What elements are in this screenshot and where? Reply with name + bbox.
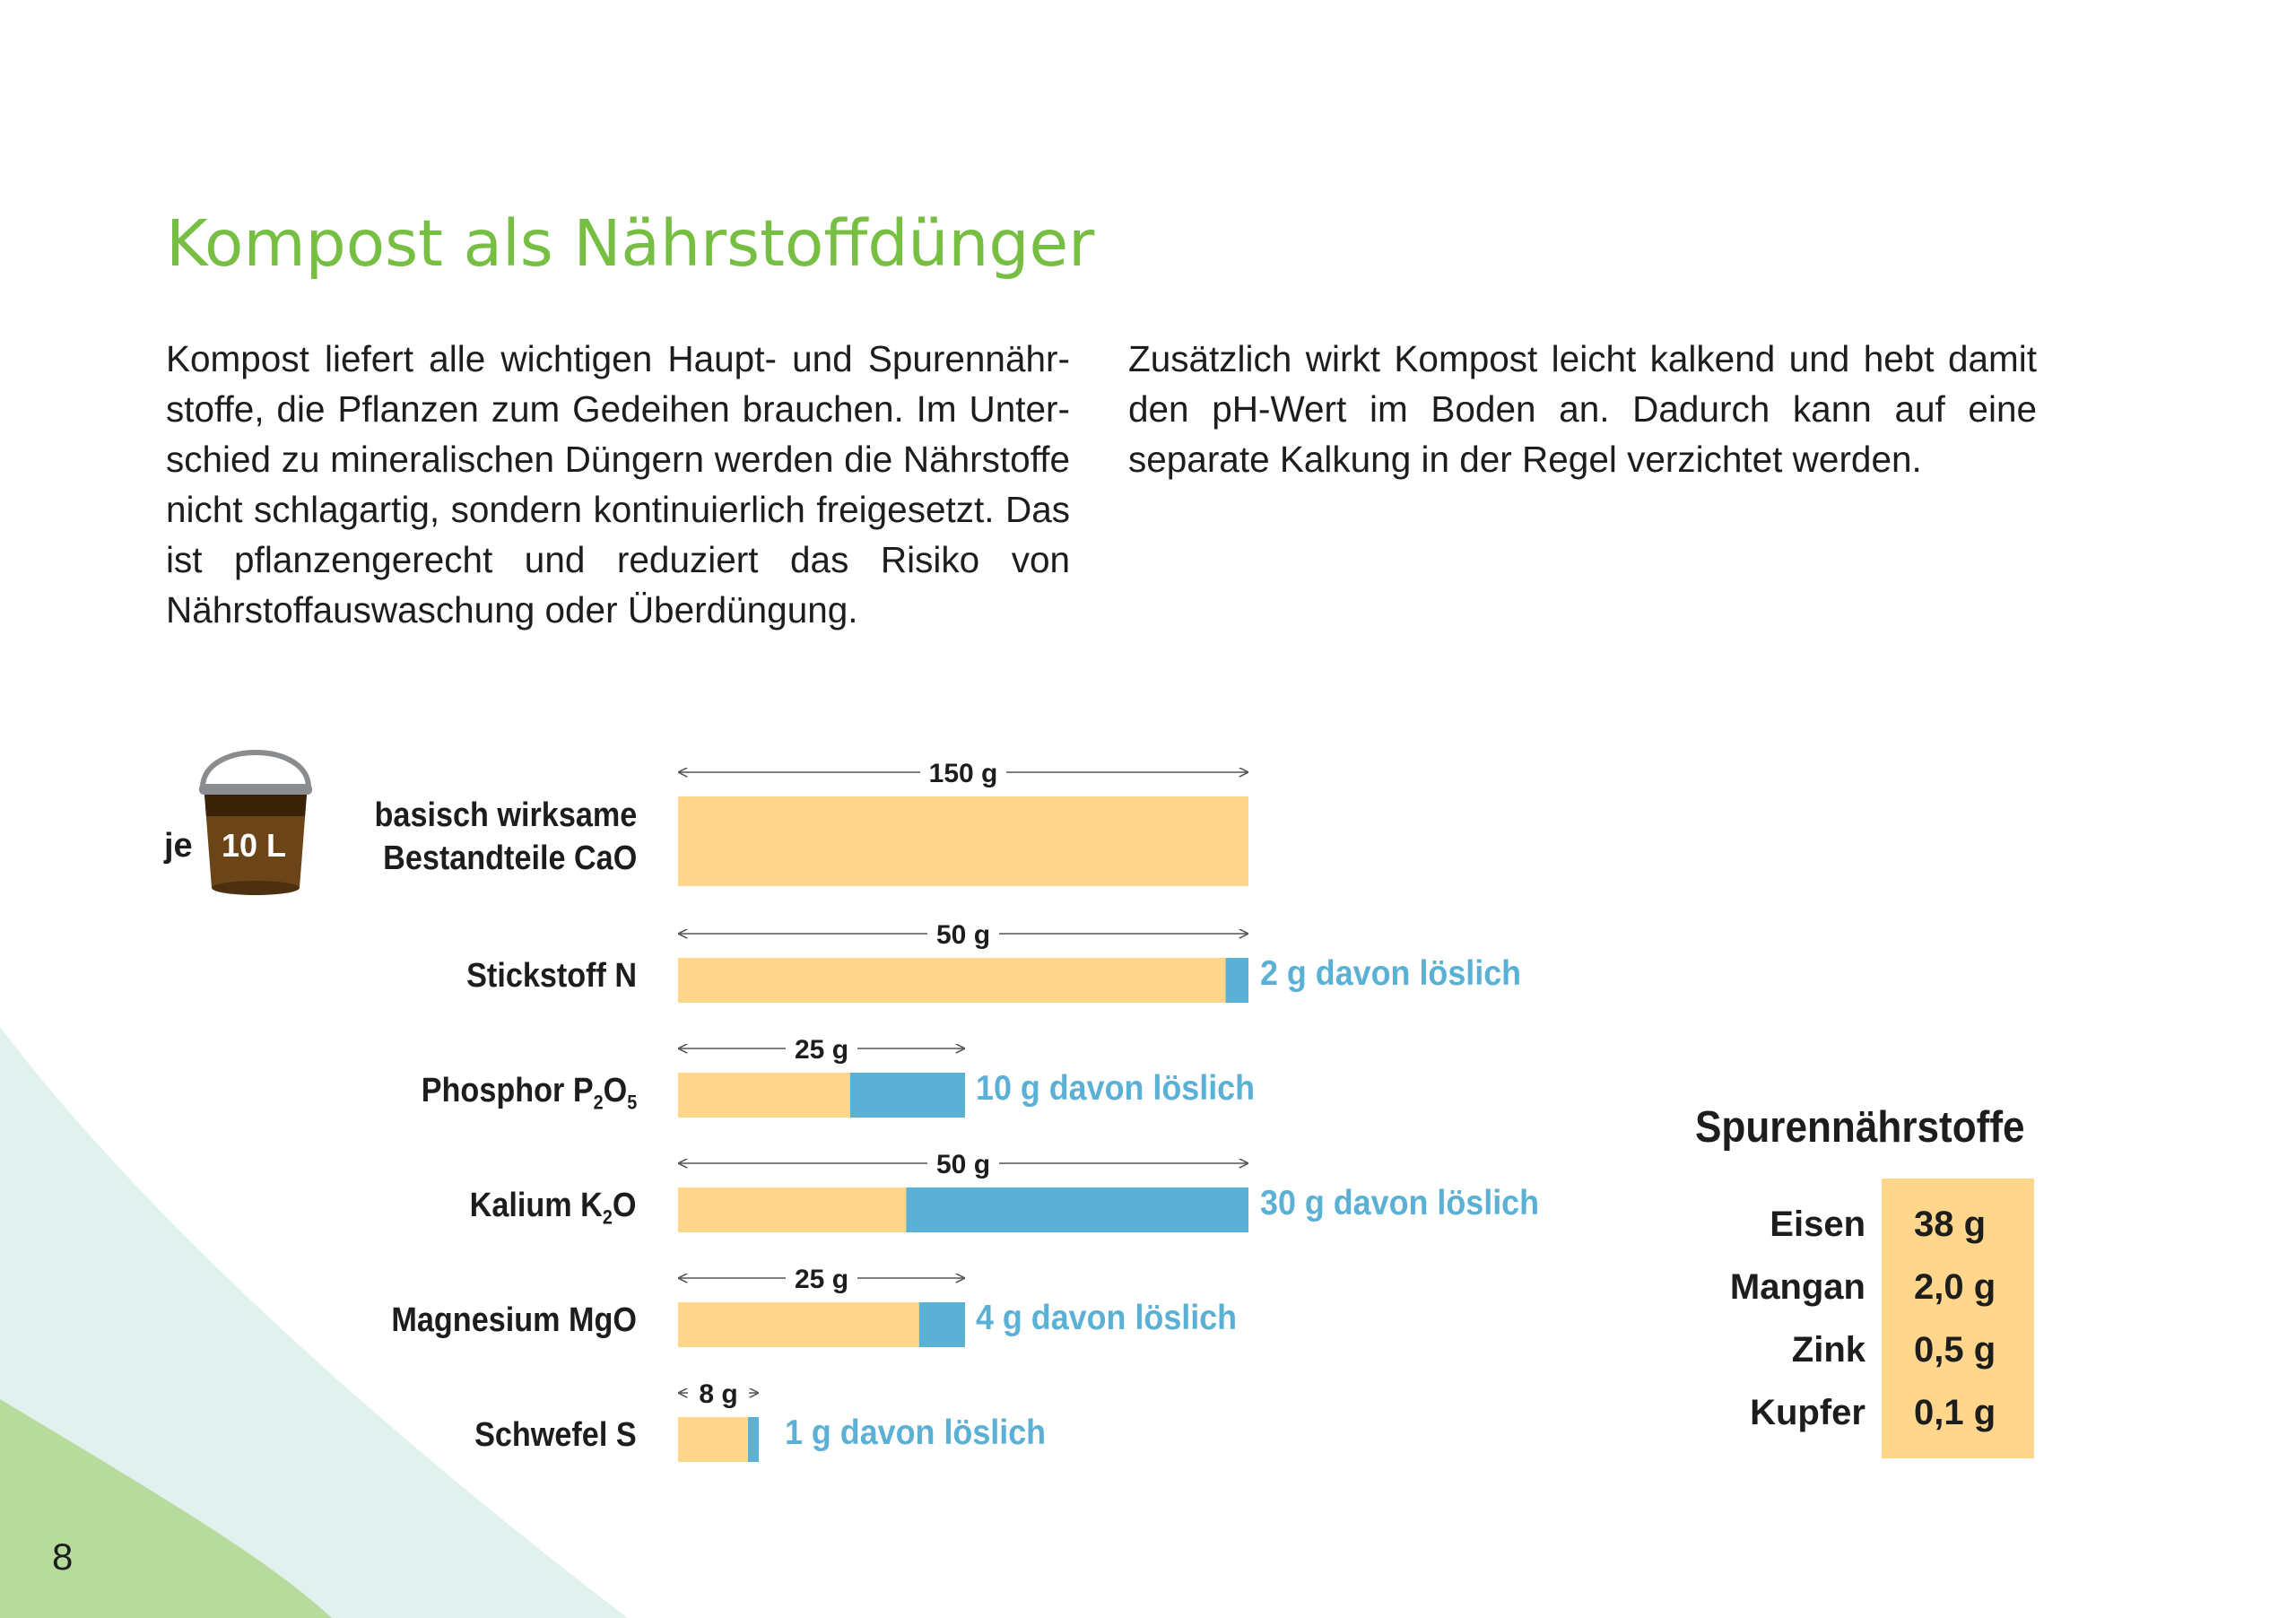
- row-label-cao: basisch wirksame Bestandteile CaO: [374, 794, 637, 880]
- trace-value-mangan: 2,0 g: [1914, 1267, 1996, 1307]
- row-label-cao-line2: Bestandteile CaO: [382, 839, 637, 877]
- row-label-schwefel: Schwefel S: [474, 1416, 637, 1454]
- trace-value-eisen: 38 g: [1914, 1205, 1987, 1244]
- row-label-cao-line1: basisch wirksame: [374, 796, 637, 834]
- soluble-label-phosphor: 10 g davon löslich: [976, 1069, 1256, 1108]
- trace-elements-title: Spurennährstoffe: [1695, 1103, 2025, 1152]
- soluble-label-magnesium: 4 g davon löslich: [976, 1299, 1238, 1337]
- trace-value-zink: 0,5 g: [1914, 1330, 1996, 1370]
- soluble-label-stickstoff: 2 g davon löslich: [1260, 954, 1522, 993]
- row-label-stickstoff: Stickstoff N: [465, 957, 637, 995]
- soluble-label-schwefel: 1 g davon löslich: [785, 1414, 1047, 1452]
- trace-name-zink: Zink: [1791, 1330, 1866, 1370]
- intro-paragraph: Kompost liefert alle wichtigen Haupt- un…: [166, 338, 1070, 631]
- row-label-magnesium: Magnesium MgO: [391, 1301, 637, 1339]
- page-number: 8: [52, 1535, 74, 1578]
- trace-name-kupfer: Kupfer: [1750, 1393, 1866, 1432]
- page-title: Kompost als Nährstoffdünger: [166, 206, 1095, 281]
- trace-name-eisen: Eisen: [1770, 1205, 1866, 1244]
- green-corner-shape: [0, 1399, 332, 1618]
- soluble-label-kalium: 30 g davon löslich: [1260, 1184, 1540, 1222]
- lime-paragraph: Zusätzlich wirkt Kompost leicht kalkend …: [1128, 338, 2037, 480]
- trace-name-mangan: Mangan: [1729, 1267, 1866, 1307]
- mint-arc-shape: [0, 1027, 628, 1618]
- bucket-icon: [199, 750, 312, 895]
- trace-value-kupfer: 0,1 g: [1914, 1393, 1996, 1432]
- bucket-volume-label: 10 L: [221, 827, 287, 864]
- per-label: je: [164, 827, 193, 865]
- trace-values-box: [1882, 1179, 2034, 1458]
- row-label-phosphor: Phosphor P2O5: [421, 1072, 637, 1114]
- row-label-kalium: Kalium K2O: [470, 1187, 637, 1229]
